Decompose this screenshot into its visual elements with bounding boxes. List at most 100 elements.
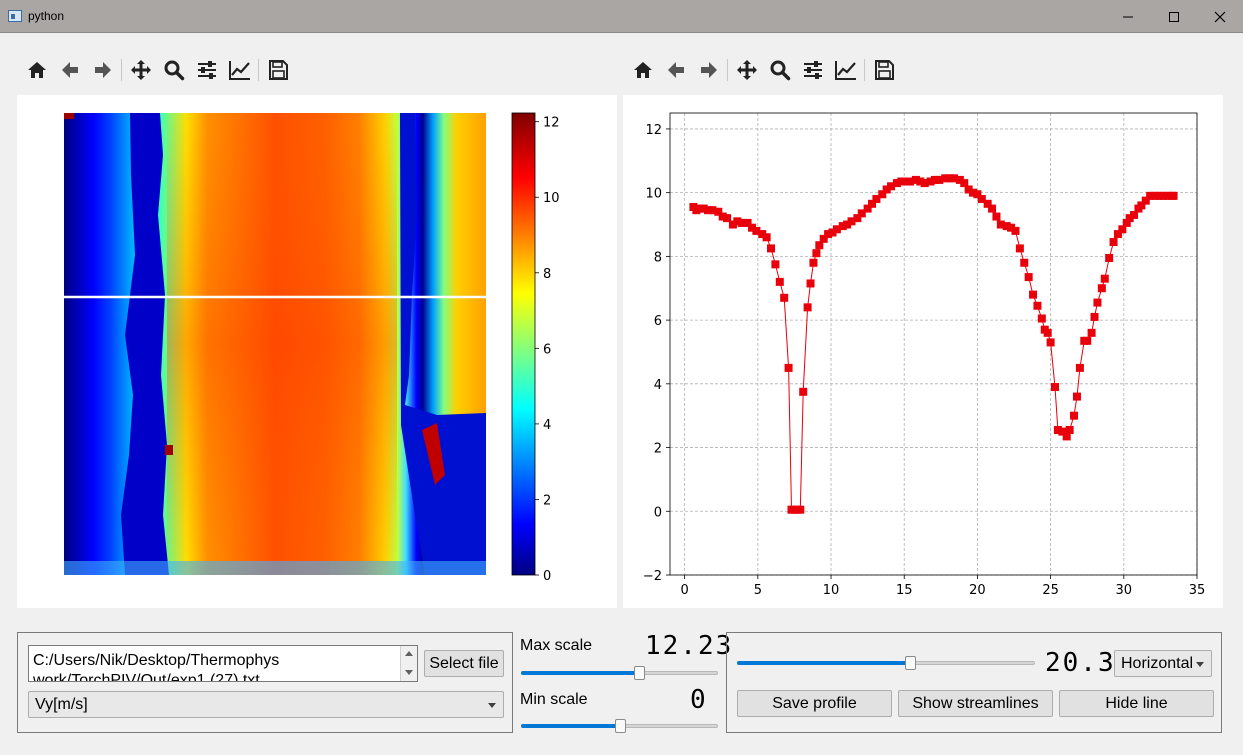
forward-icon[interactable] [692,55,725,85]
field-select[interactable]: Vy[m/s] [28,691,504,718]
scroll-up-icon[interactable] [405,651,413,656]
min-scale-slider[interactable] [521,719,718,733]
data-point [892,179,901,188]
edit-axis-icon[interactable] [223,55,256,85]
hide-line-button[interactable]: Hide line [1059,690,1214,717]
home-icon[interactable] [626,55,659,85]
data-point [1037,314,1046,323]
data-point [1113,230,1122,239]
data-point [1125,214,1134,223]
configure-icon[interactable] [190,55,223,85]
y-tick-label: −2 [643,569,662,584]
data-point [828,228,837,237]
data-point [771,260,780,269]
data-point [1093,298,1102,307]
path-scrollbar[interactable] [400,646,417,681]
data-point [1007,223,1016,232]
data-point [1122,218,1131,227]
data-point [920,179,929,188]
data-point [1020,258,1029,267]
chart-ticks: 0 5 10 15 20 25 30 35 −2 0 2 4 6 8 10 12 [643,123,1205,598]
data-point [1070,411,1079,420]
chevron-down-icon [488,703,496,708]
app-icon [8,10,22,22]
data-point [887,182,896,191]
data-point [1163,191,1172,200]
data-point [906,177,915,186]
data-point [1051,383,1060,392]
data-point [949,174,958,183]
data-point [812,249,821,258]
data-point [1046,338,1055,347]
data-point [1024,273,1033,282]
data-point [878,190,887,199]
slider-handle[interactable] [905,656,916,670]
data-point [897,177,906,186]
data-point [832,225,841,234]
max-scale-slider[interactable] [521,666,718,680]
y-tick-label: 6 [654,314,662,329]
heatmap-canvas[interactable]: 0 2 4 6 8 10 12 [17,95,617,608]
data-point [758,230,767,239]
save-icon[interactable] [261,55,294,85]
close-icon [1214,11,1226,22]
scroll-down-icon[interactable] [405,670,413,675]
edit-axis-icon[interactable] [829,55,862,85]
minimize-button[interactable] [1105,0,1151,33]
data-point [882,185,891,194]
back-icon[interactable] [53,55,86,85]
back-icon[interactable] [659,55,692,85]
data-point [916,177,925,186]
max-scale-label: Max scale [520,637,593,654]
data-point [901,177,910,186]
maximize-button[interactable] [1151,0,1197,33]
orientation-select[interactable]: Horizontal [1114,650,1212,677]
window-title: python [28,9,65,23]
min-scale-display: 0 [690,685,708,715]
show-streamlines-button[interactable]: Show streamlines [898,690,1053,717]
data-point [1130,210,1139,219]
data-point [960,179,969,188]
save-profile-button[interactable]: Save profile [737,690,892,717]
close-button[interactable] [1197,0,1243,33]
series-markers [689,174,1178,514]
y-tick-label: 2 [654,442,662,457]
pan-icon[interactable] [730,55,763,85]
toolbar-separator [727,59,728,81]
data-point [704,206,713,215]
data-point [728,220,737,229]
save-icon[interactable] [867,55,900,85]
home-icon[interactable] [20,55,53,85]
forward-icon[interactable] [86,55,119,85]
slider-handle[interactable] [615,719,626,733]
file-path-text: C:/Users/Nik/Desktop/Thermophys work/Tor… [33,652,280,682]
data-point [983,199,992,208]
data-point [737,218,746,227]
configure-icon[interactable] [796,55,829,85]
data-point [1109,238,1118,247]
data-point [853,214,862,223]
slider-fill [521,724,620,728]
maximize-icon [1169,11,1179,22]
pan-icon[interactable] [124,55,157,85]
file-path-field[interactable]: C:/Users/Nik/Desktop/Thermophys work/Tor… [28,645,418,682]
chevron-down-icon [1196,662,1204,667]
data-point [1090,312,1099,321]
profile-position-slider[interactable] [737,656,1035,670]
profile-canvas[interactable]: 0 5 10 15 20 25 30 35 −2 0 2 4 6 8 10 12 [623,95,1223,608]
field-select-value: Vy[m/s] [35,695,88,713]
zoom-icon[interactable] [763,55,796,85]
slider-fill [521,671,639,675]
data-point [955,175,964,184]
data-point [1065,426,1074,435]
select-file-button[interactable]: Select file [424,650,504,677]
data-point [1053,426,1062,435]
data-point [1058,427,1067,436]
data-point [723,214,732,223]
data-point [863,204,872,213]
data-point [857,209,866,218]
zoom-icon[interactable] [157,55,190,85]
colorbar-tick-label: 8 [543,267,551,282]
slider-handle[interactable] [634,666,645,680]
data-point [803,303,812,312]
